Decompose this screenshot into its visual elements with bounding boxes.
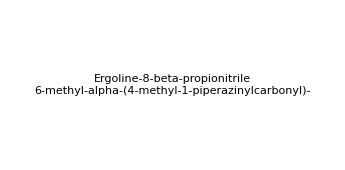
Text: Ergoline-8-beta-propionitrile
6-methyl-alpha-(4-methyl-1-piperazinylcarbonyl)-: Ergoline-8-beta-propionitrile 6-methyl-a… xyxy=(34,74,311,96)
